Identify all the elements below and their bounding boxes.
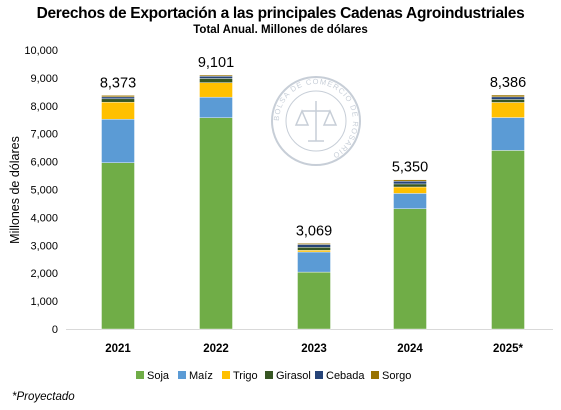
total-label: 9,101 <box>198 55 234 71</box>
bar-maíz-2022 <box>199 96 233 118</box>
legend: Soja Maíz Trigo Girasol Cebada Sorgo <box>136 370 411 382</box>
legend-label: Trigo <box>233 370 258 382</box>
bar-girasol-2023 <box>297 247 331 251</box>
bar-sorgo-2025 <box>491 94 525 98</box>
footnote: *Proyectado <box>12 391 75 403</box>
bar-maíz-2025 <box>491 117 525 151</box>
x-tick-label: 2021 <box>105 343 131 355</box>
y-axis: 0 1,000 2,000 3,000 4,000 5,000 6,000 7,000 8,00… <box>24 45 553 336</box>
bar-cebada-2025 <box>491 96 525 100</box>
x-axis: 2021 2022 2023 2024 2025* <box>105 343 523 355</box>
chart-title: Derechos de Exportación a las principale… <box>36 5 525 22</box>
total-labels: 8,373 9,101 3,069 5,350 8,386 <box>100 55 526 239</box>
bar-trigo-2021 <box>101 101 135 120</box>
total-label: 8,373 <box>100 75 136 91</box>
bar-soja-2024 <box>393 208 427 330</box>
total-label: 8,386 <box>490 75 526 91</box>
legend-label: Sorgo <box>382 370 411 382</box>
y-tick-label: 9,000 <box>30 73 58 85</box>
bar-maíz-2024 <box>393 193 427 209</box>
bar-girasol-2022 <box>199 78 233 83</box>
y-tick-label: 1,000 <box>30 296 58 308</box>
y-tick-label: 10,000 <box>24 45 58 57</box>
legend-label: Cebada <box>326 370 365 382</box>
y-axis-label: Millones de dólares <box>8 136 22 244</box>
legend-swatch <box>222 371 230 379</box>
bar-soja-2025 <box>491 150 525 330</box>
bar-trigo-2022 <box>199 82 233 98</box>
bar-soja-2023 <box>297 271 331 330</box>
legend-swatch <box>136 371 144 379</box>
y-tick-label: 3,000 <box>30 240 58 252</box>
y-tick-label: 4,000 <box>30 212 58 224</box>
bar-cebada-2021 <box>101 96 135 100</box>
bar-trigo-2024 <box>393 186 427 194</box>
bars <box>101 74 525 330</box>
legend-swatch <box>178 371 186 379</box>
y-tick-label: 7,000 <box>30 129 58 141</box>
bar-girasol-2024 <box>393 183 427 188</box>
bar-cebada-2024 <box>393 180 427 185</box>
legend-label: Maíz <box>189 370 213 382</box>
watermark-seal: BOLSA DE COMERCIO DE ROSARIO <box>271 76 361 166</box>
bar-girasol-2021 <box>101 98 135 103</box>
bar-girasol-2025 <box>491 99 525 103</box>
bar-sorgo-2024 <box>393 179 427 182</box>
y-tick-label: 8,000 <box>30 101 58 113</box>
y-tick-label: 6,000 <box>30 157 58 169</box>
legend-swatch <box>371 371 379 379</box>
bar-cebada-2023 <box>297 244 331 248</box>
x-tick-label: 2023 <box>301 343 327 355</box>
bar-maíz-2021 <box>101 118 135 163</box>
bar-trigo-2023 <box>297 250 331 253</box>
bar-cebada-2022 <box>199 76 233 79</box>
legend-swatch <box>265 371 273 379</box>
legend-swatch <box>315 371 323 379</box>
bar-sorgo-2022 <box>199 74 233 77</box>
total-label: 5,350 <box>392 160 428 176</box>
bar-trigo-2025 <box>491 102 525 118</box>
total-label: 3,069 <box>296 223 332 239</box>
bar-sorgo-2021 <box>101 95 135 98</box>
x-tick-label: 2024 <box>397 343 423 355</box>
bar-sorgo-2023 <box>297 243 331 245</box>
x-tick-label: 2025* <box>493 343 524 355</box>
bar-maíz-2023 <box>297 251 331 273</box>
y-tick-label: 2,000 <box>30 268 58 280</box>
legend-label: Girasol <box>276 370 311 382</box>
legend-label: Soja <box>147 370 170 382</box>
bar-soja-2021 <box>101 162 135 330</box>
chart-subtitle: Total Anual. Millones de dólares <box>193 24 368 36</box>
y-tick-label: 5,000 <box>30 185 58 197</box>
bar-soja-2022 <box>199 117 233 330</box>
x-tick-label: 2022 <box>203 343 229 355</box>
y-tick-label: 0 <box>52 324 58 336</box>
